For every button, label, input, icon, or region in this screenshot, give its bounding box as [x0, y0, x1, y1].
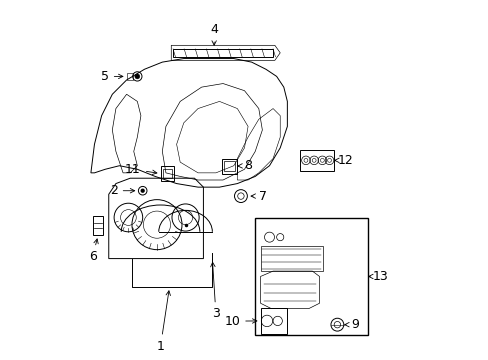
- Text: 7: 7: [250, 190, 266, 203]
- Text: 3: 3: [210, 262, 220, 320]
- Text: 5: 5: [101, 70, 122, 83]
- Bar: [93, 216, 103, 235]
- Circle shape: [140, 189, 144, 193]
- Bar: [163, 169, 171, 178]
- Bar: [160, 166, 174, 181]
- Text: 11: 11: [125, 163, 157, 176]
- Text: 9: 9: [344, 318, 359, 331]
- Text: 10: 10: [224, 315, 256, 328]
- Text: 13: 13: [368, 270, 388, 283]
- Text: 4: 4: [210, 23, 218, 45]
- Bar: [173, 49, 272, 57]
- Text: 2: 2: [110, 184, 134, 197]
- Bar: [299, 150, 333, 171]
- Bar: [255, 217, 367, 336]
- Bar: [126, 73, 133, 80]
- Bar: [260, 307, 287, 334]
- Circle shape: [135, 74, 140, 79]
- Bar: [260, 246, 323, 271]
- Text: 6: 6: [88, 239, 98, 263]
- Bar: [224, 161, 234, 171]
- Text: 8: 8: [238, 159, 252, 172]
- Bar: [222, 158, 237, 174]
- Text: 1: 1: [156, 291, 170, 352]
- Text: 12: 12: [334, 154, 353, 167]
